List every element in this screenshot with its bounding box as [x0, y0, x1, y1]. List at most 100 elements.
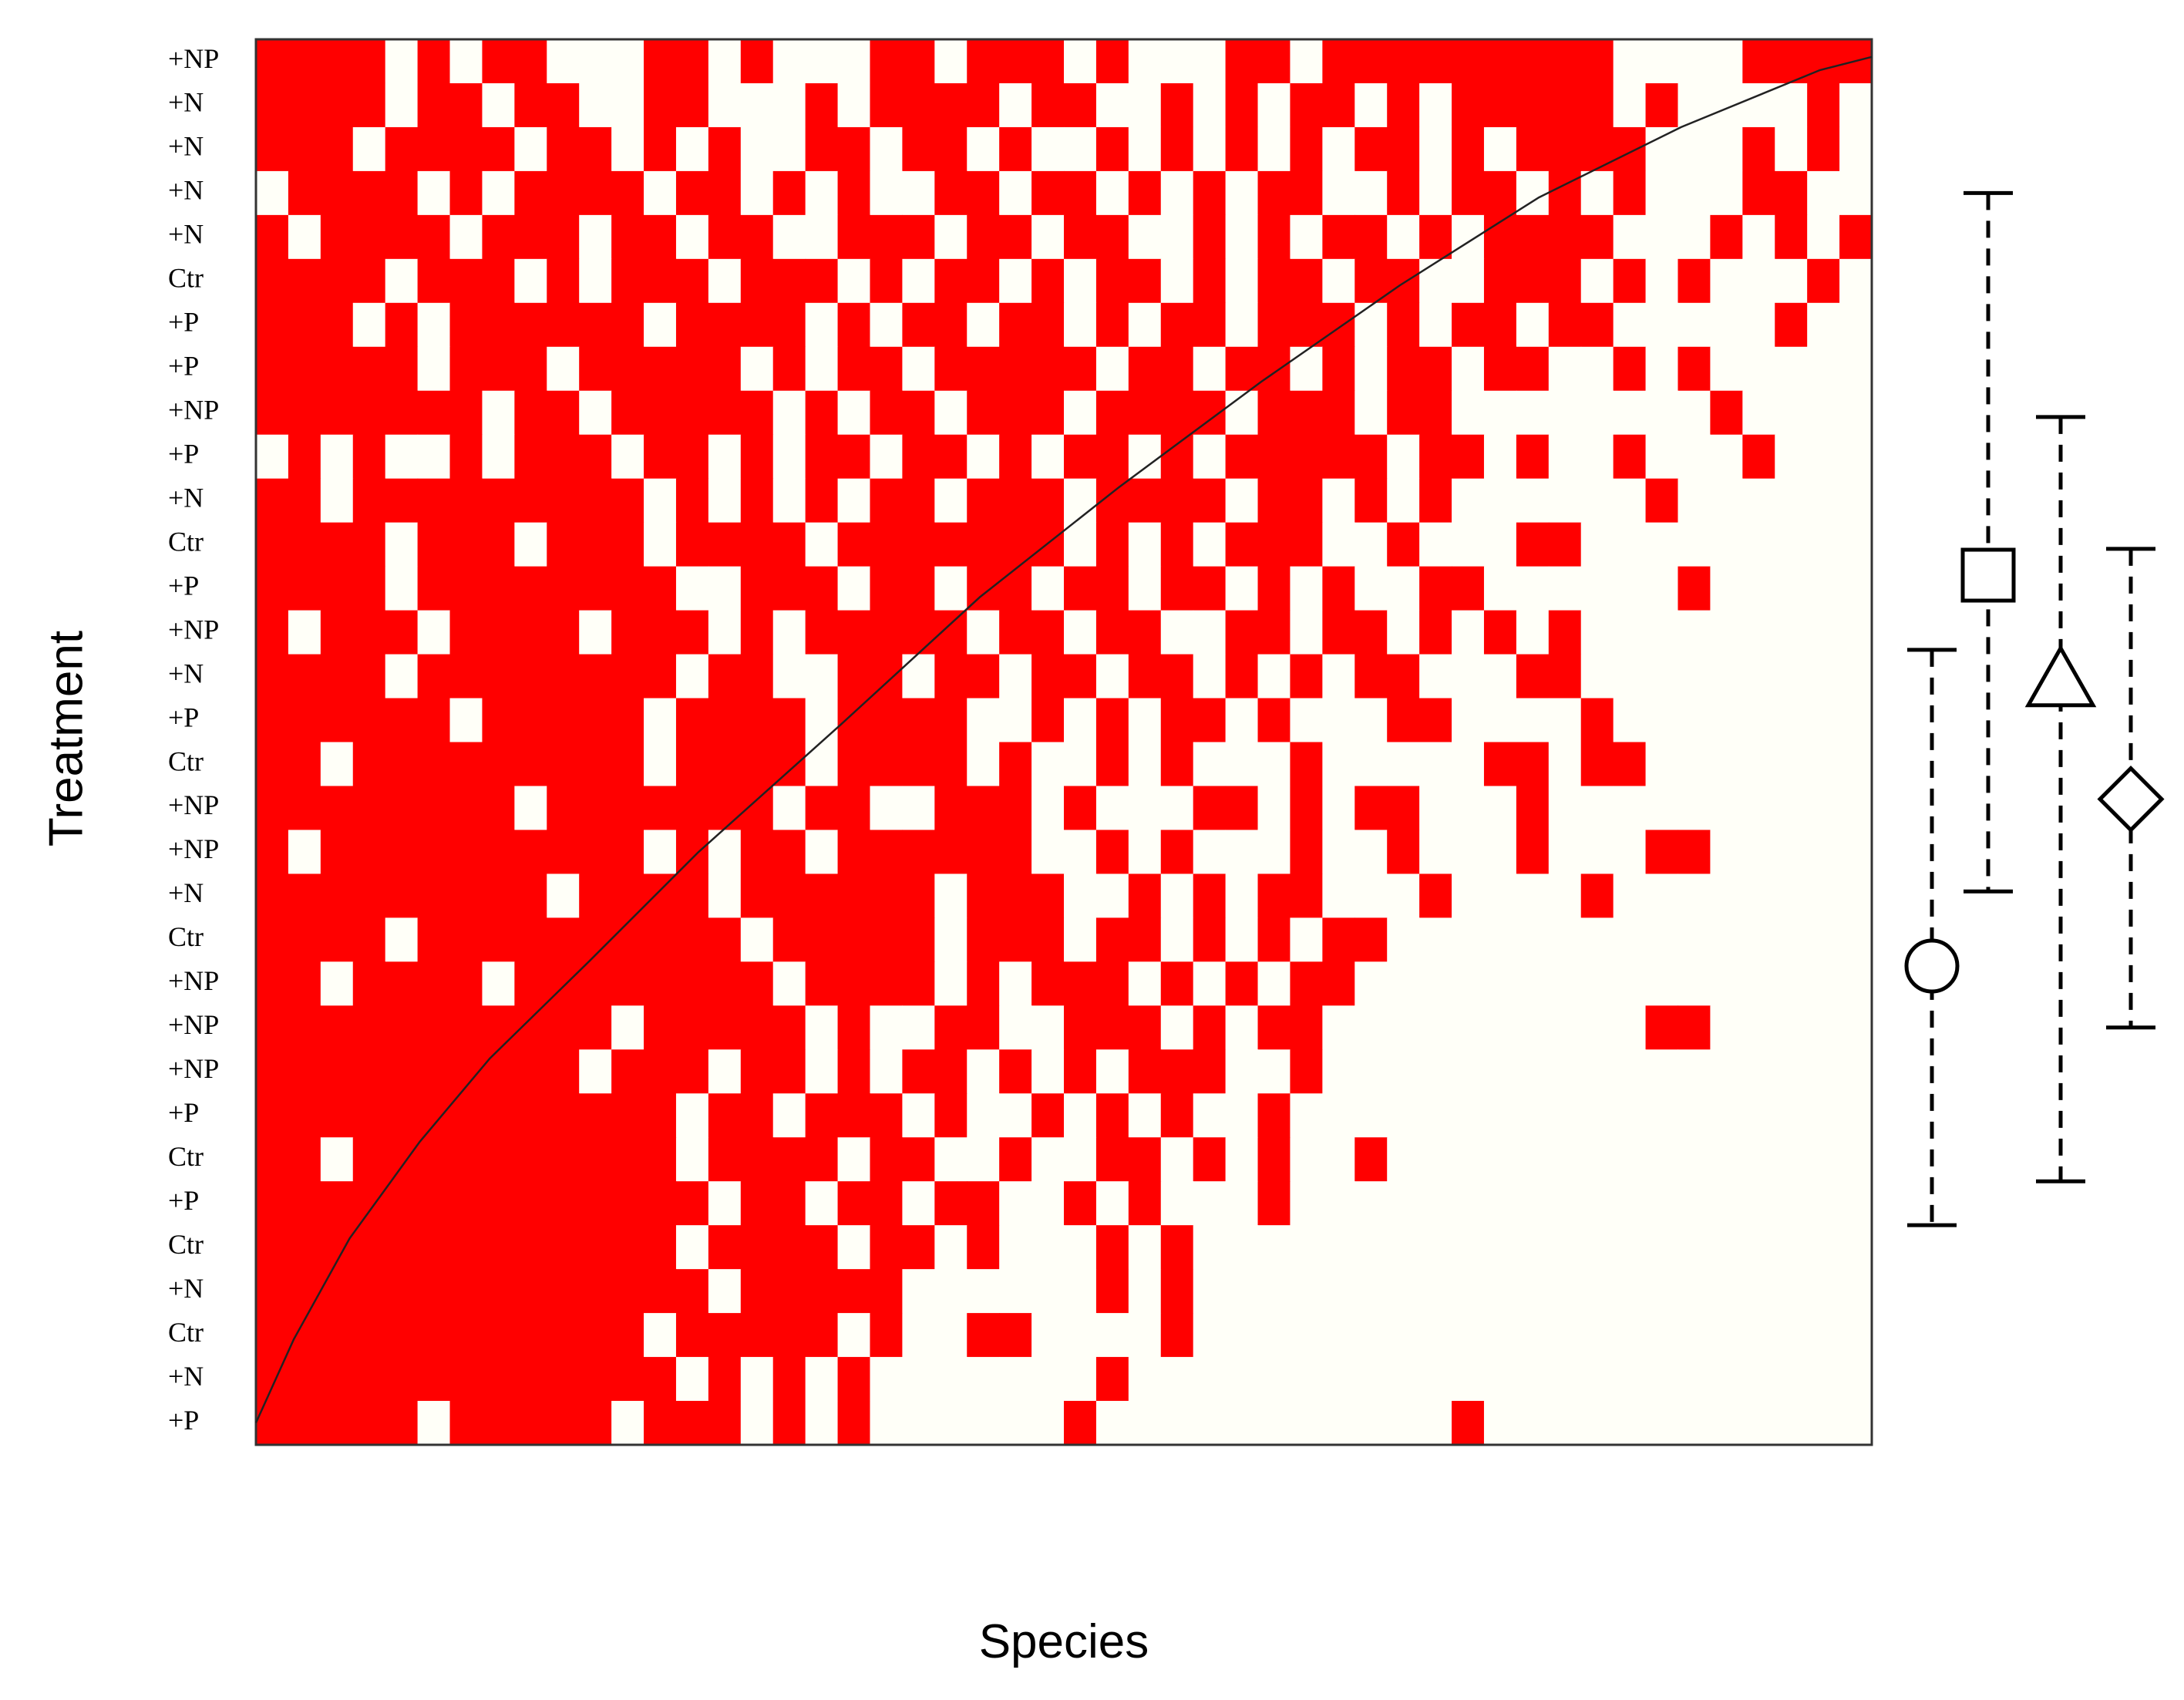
absence-cell: [644, 1313, 677, 1358]
presence-cell: [1322, 214, 1355, 260]
presence-cell: [385, 1049, 419, 1094]
presence-cell: [967, 214, 1000, 260]
absence-cell: [1225, 1357, 1259, 1402]
presence-cell: [644, 566, 677, 611]
presence-cell: [708, 1401, 742, 1446]
absence-cell: [1580, 258, 1614, 304]
presence-cell: [1742, 39, 1775, 84]
row-label: Ctr: [168, 1229, 204, 1260]
presence-cell: [288, 1225, 321, 1270]
absence-cell: [1516, 1137, 1550, 1182]
presence-cell: [1742, 126, 1775, 172]
absence-cell: [1839, 786, 1873, 831]
presence-cell: [1548, 302, 1582, 348]
absence-cell: [1160, 917, 1194, 962]
presence-cell: [320, 1093, 354, 1138]
presence-cell: [740, 698, 774, 743]
absence-cell: [1710, 126, 1743, 172]
presence-cell: [1257, 566, 1291, 611]
presence-cell: [611, 1181, 644, 1226]
presence-cell: [1225, 82, 1259, 128]
presence-cell: [967, 390, 1000, 436]
absence-cell: [1064, 917, 1097, 962]
absence-cell: [1839, 1049, 1873, 1094]
absence-cell: [611, 1005, 644, 1050]
absence-cell: [1419, 917, 1452, 962]
absence-cell: [1775, 1005, 1808, 1050]
absence-cell: [1678, 1225, 1711, 1270]
absence-cell: [1548, 917, 1582, 962]
presence-cell: [1257, 346, 1291, 392]
presence-cell: [1031, 302, 1065, 348]
absence-cell: [1742, 917, 1775, 962]
presence-cell: [837, 830, 871, 875]
presence-cell: [1031, 170, 1065, 216]
presence-cell: [320, 258, 354, 304]
presence-cell: [288, 434, 321, 480]
presence-cell: [449, 742, 483, 787]
absence-cell: [902, 1357, 935, 1402]
presence-cell: [1452, 126, 1485, 172]
absence-cell: [1322, 1225, 1355, 1270]
absence-cell: [579, 214, 612, 260]
absence-cell: [1225, 1181, 1259, 1226]
presence-cell: [1387, 522, 1420, 567]
absence-cell: [1225, 698, 1259, 743]
absence-cell: [772, 786, 806, 831]
presence-cell: [256, 786, 289, 831]
absence-cell: [1548, 1093, 1582, 1138]
absence-cell: [999, 1181, 1032, 1226]
presence-cell: [352, 258, 386, 304]
presence-cell: [1031, 874, 1065, 918]
presence-cell: [579, 874, 612, 918]
absence-cell: [1095, 874, 1129, 918]
absence-cell: [1775, 786, 1808, 831]
presence-cell: [1193, 566, 1227, 611]
absence-cell: [1839, 346, 1873, 392]
absence-cell: [1580, 654, 1614, 699]
presence-cell: [1387, 39, 1420, 84]
presence-cell: [675, 478, 709, 523]
absence-cell: [1257, 1269, 1291, 1314]
presence-cell: [482, 1269, 515, 1314]
absence-cell: [805, 654, 839, 699]
presence-cell: [708, 522, 742, 567]
presence-cell: [1257, 302, 1291, 348]
absence-cell: [999, 1225, 1032, 1270]
absence-cell: [1516, 390, 1550, 436]
absence-cell: [1354, 302, 1388, 348]
absence-cell: [385, 566, 419, 611]
absence-cell: [1580, 1401, 1614, 1446]
presence-cell: [579, 1313, 612, 1358]
absence-cell: [1290, 917, 1323, 962]
presence-cell: [1257, 170, 1291, 216]
absence-cell: [320, 434, 354, 480]
absence-cell: [1516, 1401, 1550, 1446]
absence-cell: [1483, 698, 1517, 743]
absence-cell: [999, 654, 1032, 699]
presence-cell: [1807, 258, 1840, 304]
presence-cell: [482, 258, 515, 304]
presence-cell: [772, 742, 806, 787]
absence-cell: [1678, 390, 1711, 436]
presence-cell: [837, 742, 871, 787]
presence-cell: [1419, 698, 1452, 743]
presence-cell: [805, 82, 839, 128]
absence-cell: [1322, 1401, 1355, 1446]
presence-cell: [579, 1225, 612, 1270]
presence-cell: [449, 1357, 483, 1402]
absence-cell: [1225, 917, 1259, 962]
presence-cell: [514, 346, 547, 392]
absence-cell: [1742, 258, 1775, 304]
absence-cell: [1031, 1313, 1065, 1358]
presence-cell: [417, 214, 451, 260]
presence-cell: [385, 1181, 419, 1226]
presence-cell: [805, 478, 839, 523]
presence-cell: [417, 742, 451, 787]
absence-cell: [1095, 1401, 1129, 1446]
presence-cell: [288, 1093, 321, 1138]
presence-cell: [1580, 874, 1614, 918]
absence-cell: [1807, 170, 1840, 216]
presence-cell: [1548, 258, 1582, 304]
presence-cell: [611, 830, 644, 875]
